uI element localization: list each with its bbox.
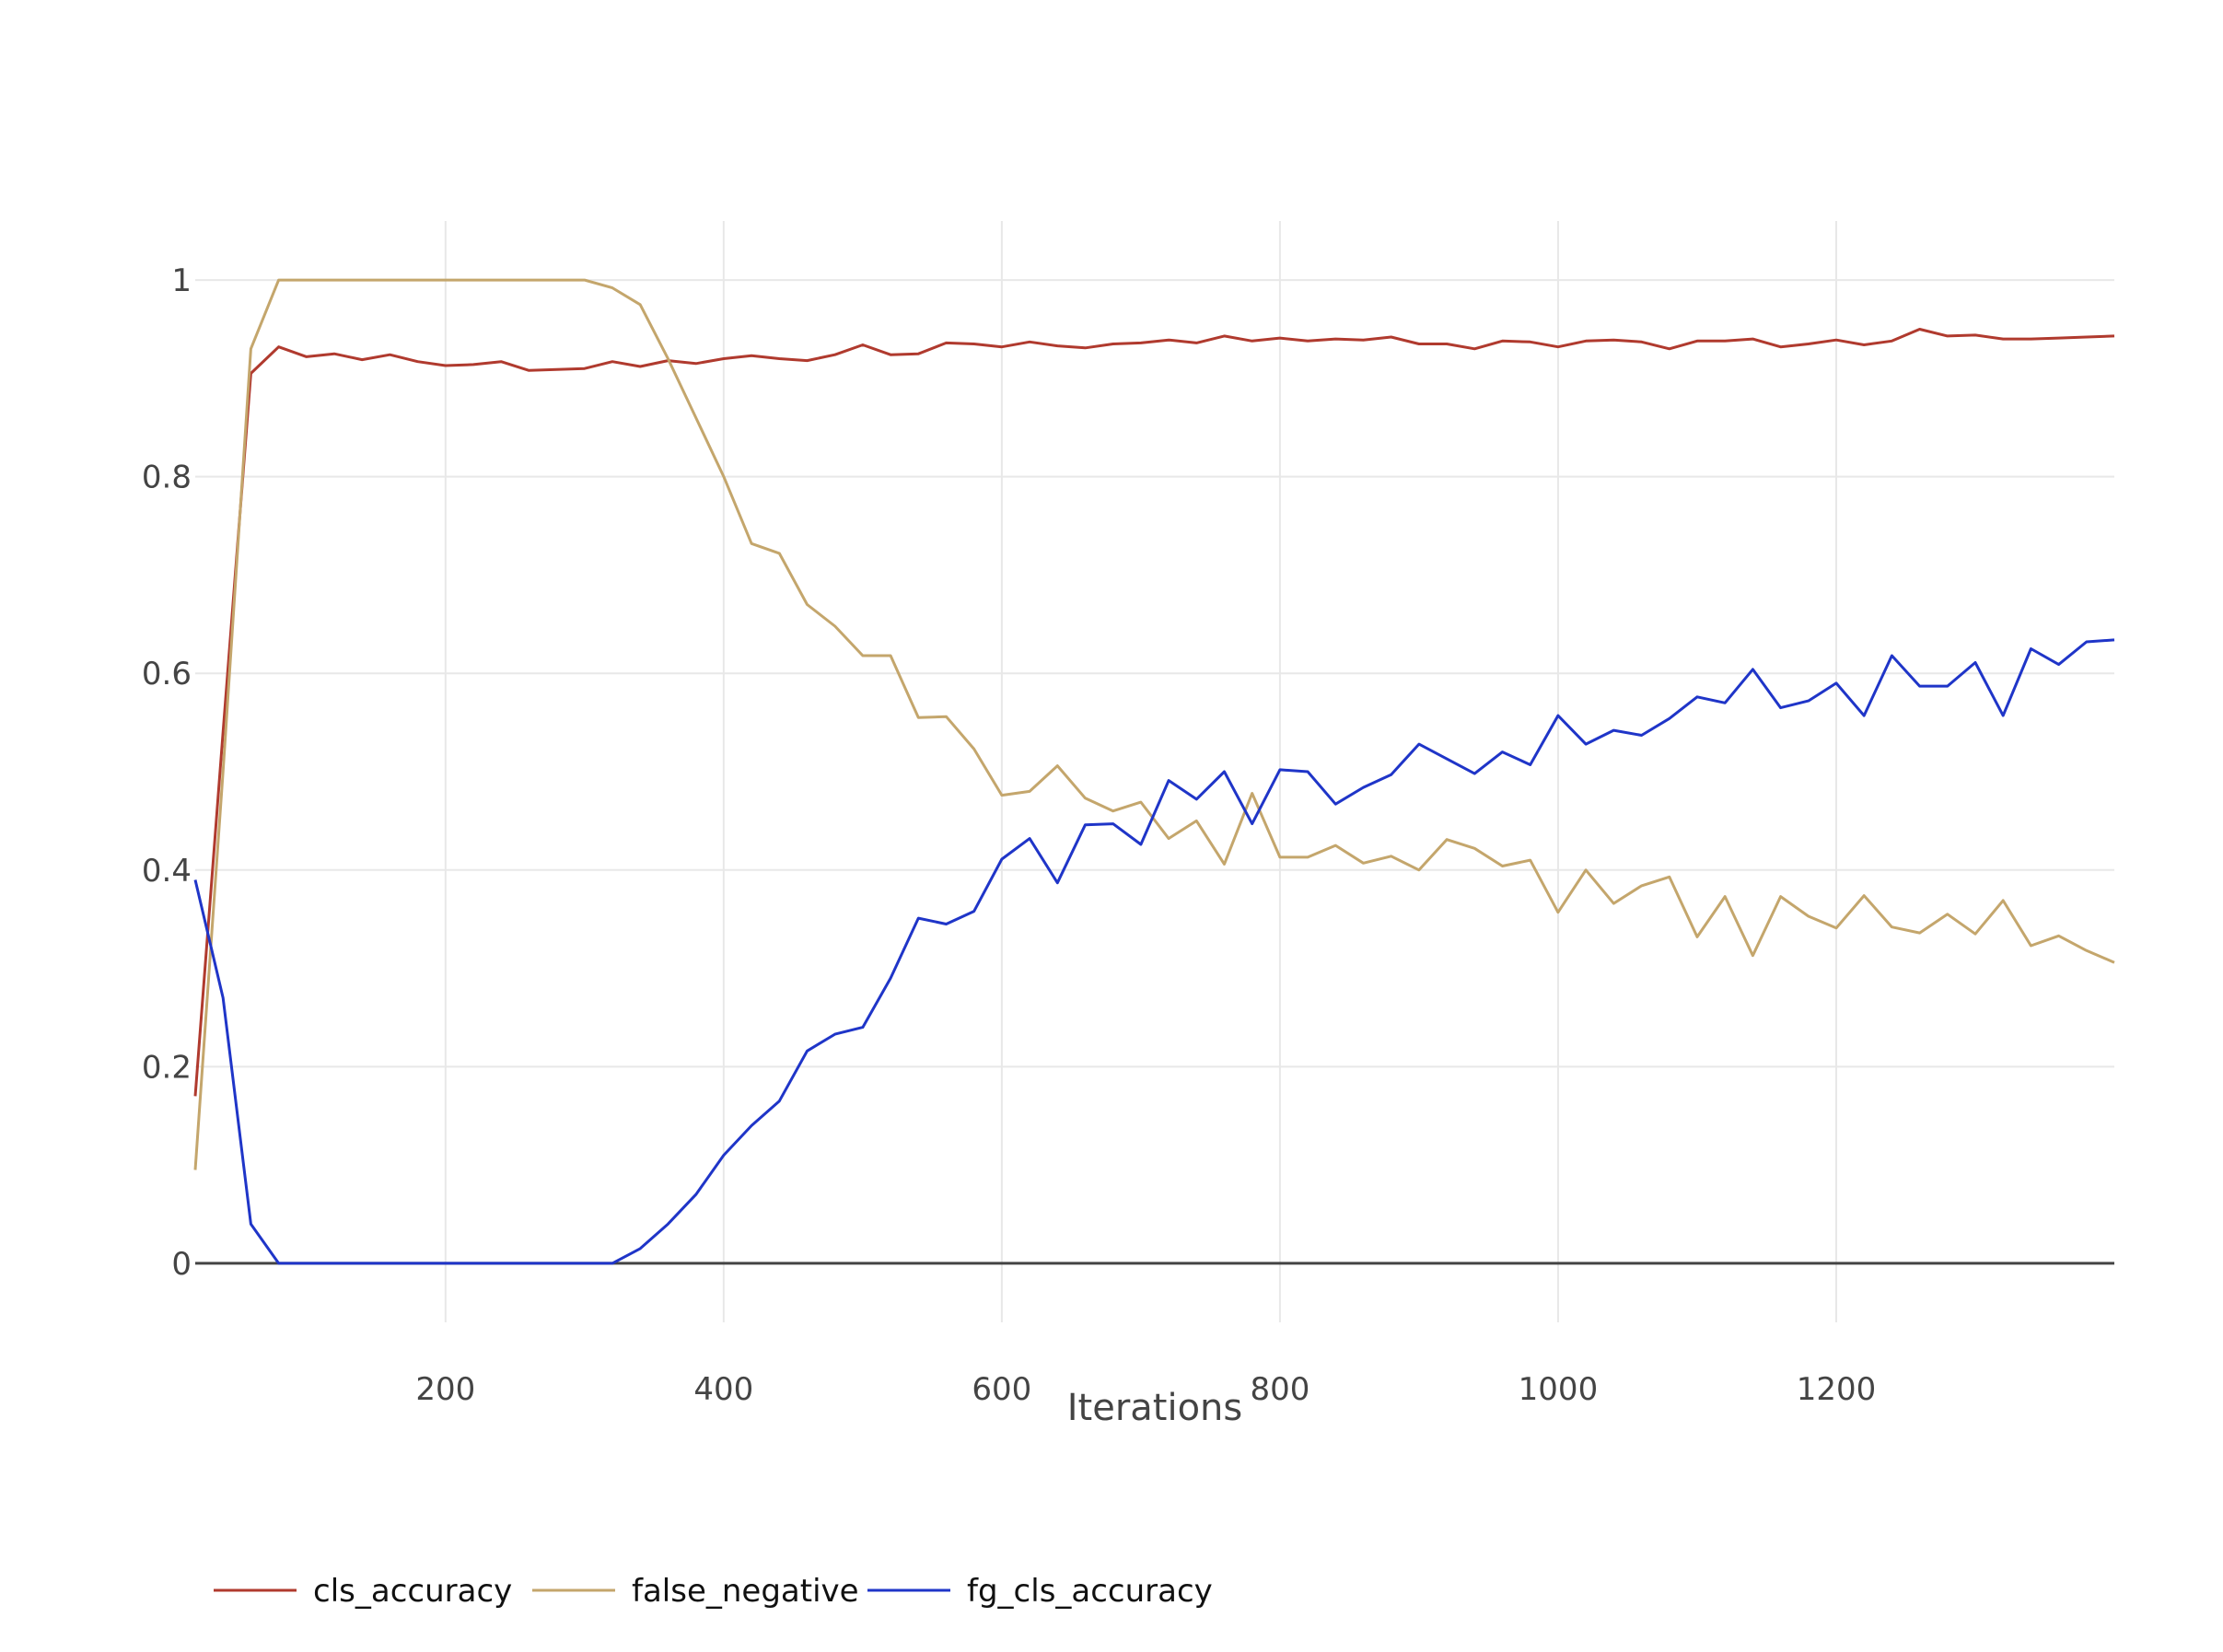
y-tick-label: 1 xyxy=(171,262,192,299)
y-tick-label: 0.8 xyxy=(142,460,192,496)
y-axis-ticks: 0 0.2 0.4 0.6 0.8 1 xyxy=(142,262,192,1283)
legend-item-fg-cls-accuracy[interactable]: fg_cls_accuracy xyxy=(867,1573,1213,1610)
x-axis-title: Iterations xyxy=(1067,1387,1243,1429)
legend-item-cls-accuracy[interactable]: cls_accuracy xyxy=(214,1573,512,1610)
x-tick-label: 200 xyxy=(415,1371,475,1408)
series-line-fg-cls-accuracy xyxy=(193,638,2115,1265)
y-tick-label: 0 xyxy=(171,1246,192,1283)
series-line-false-negative xyxy=(193,278,2115,1170)
y-tick-label: 0.6 xyxy=(142,656,192,692)
legend-item-false-negative[interactable]: false_negative xyxy=(532,1573,859,1610)
y-tick-label: 0.4 xyxy=(142,853,192,890)
legend-label: cls_accuracy xyxy=(313,1573,512,1610)
x-tick-label: 400 xyxy=(693,1371,753,1408)
series-lines xyxy=(193,278,2115,1265)
series-line-cls-accuracy xyxy=(193,328,2115,1097)
x-tick-label: 600 xyxy=(972,1371,1031,1408)
grid xyxy=(195,221,2114,1322)
legend-label: fg_cls_accuracy xyxy=(967,1573,1213,1610)
y-tick-label: 0.2 xyxy=(142,1049,192,1086)
legend-label: false_negative xyxy=(632,1573,859,1610)
legend: cls_accuracy false_negative fg_cls_accurac… xyxy=(214,1573,1213,1610)
x-axis-ticks: 200 400 600 800 1000 1200 xyxy=(415,1371,1876,1408)
x-tick-label: 1000 xyxy=(1519,1371,1599,1408)
x-tick-label: 800 xyxy=(1250,1371,1309,1408)
x-tick-label: 1200 xyxy=(1797,1371,1877,1408)
